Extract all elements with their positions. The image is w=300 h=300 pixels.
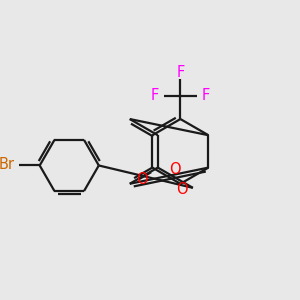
Text: O: O — [169, 162, 181, 177]
Text: Br: Br — [0, 158, 15, 172]
Text: F: F — [177, 65, 185, 80]
Text: O: O — [136, 172, 148, 187]
Text: F: F — [151, 88, 159, 103]
Text: F: F — [202, 88, 210, 103]
Text: O: O — [176, 182, 188, 197]
